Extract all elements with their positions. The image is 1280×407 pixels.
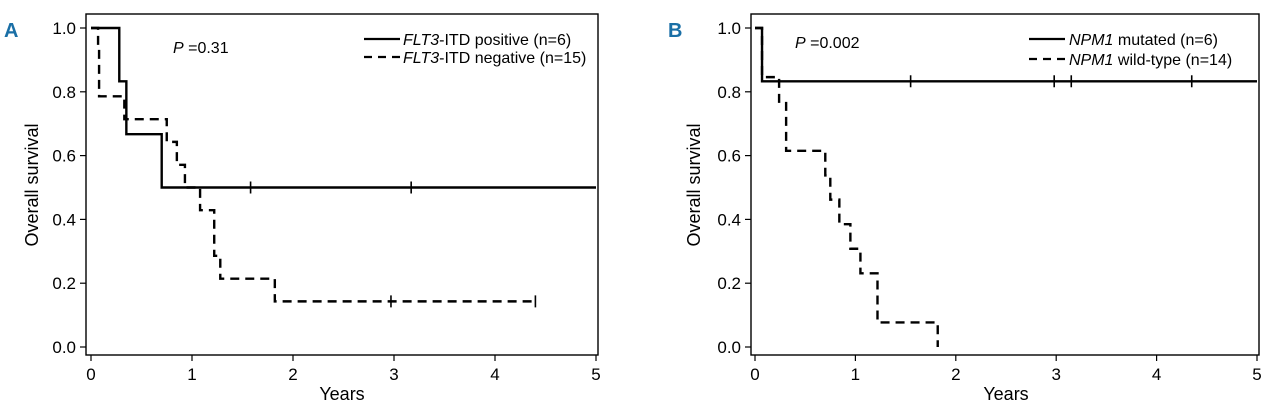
panel-b-y-tick-label-5: 1.0 [717, 19, 741, 38]
panel-a-x-tick-label-0: 0 [86, 365, 95, 384]
panel-a-series-1-curve [91, 26, 536, 303]
panel-b: B Overall survival Years P =0.002 NPM1 m… [668, 13, 1262, 404]
panel-b-series-1-curve [755, 26, 939, 347]
panel-b-x-axis-title: Years [983, 384, 1028, 404]
panel-b-y-tick-label-2: 0.4 [717, 210, 741, 229]
panel-b-x-tick-label-2: 2 [951, 365, 960, 384]
panel-b-x-tick-label-1: 1 [851, 365, 860, 384]
panel-b-label: B [668, 20, 682, 42]
panel-a-x-tick-label-3: 3 [389, 365, 398, 384]
panel-b-y-tick-label-3: 0.6 [717, 147, 741, 166]
panel-a-x-tick-label-2: 2 [288, 365, 297, 384]
panel-b-x-tick-label-4: 4 [1152, 365, 1161, 384]
panel-b-legend-label-wildtype: NPM1 wild-type (n=14) [1069, 52, 1232, 69]
panel-a: A Overall survival Years P =0.31 FLT3-IT… [4, 13, 601, 404]
panel-b-y-tick-label-1: 0.2 [717, 274, 741, 293]
panel-b-p-value: P =0.002 [795, 35, 860, 52]
panel-a-series-0-curve [91, 26, 596, 189]
panel-a-x-tick-label-1: 1 [187, 365, 196, 384]
panel-a-y-tick-label-3: 0.6 [52, 147, 76, 166]
panel-a-legend: FLT3-ITD positive (n=6) FLT3-ITD negativ… [364, 32, 586, 67]
panel-b-x-tick-label-5: 5 [1252, 365, 1261, 384]
panel-a-y-tick-label-1: 0.2 [52, 274, 76, 293]
panel-b-x-tick-label-0: 0 [750, 365, 759, 384]
panel-a-x-tick-label-5: 5 [591, 365, 600, 384]
panel-b-legend: NPM1 mutated (n=6) NPM1 wild-type (n=14) [1029, 32, 1232, 69]
panel-a-y-tick-label-4: 0.8 [52, 83, 76, 102]
panel-a-legend-label-negative: FLT3-ITD negative (n=15) [403, 50, 586, 67]
panel-a-y-tick-label-5: 1.0 [52, 19, 76, 38]
panel-b-y-tick-label-4: 0.8 [717, 83, 741, 102]
panel-a-p-value: P =0.31 [173, 40, 229, 57]
panel-b-y-tick-label-0: 0.0 [717, 338, 741, 357]
panel-a-y-tick-label-0: 0.0 [52, 338, 76, 357]
panel-a-x-axis-title: Years [319, 384, 364, 404]
panel-a-plot-frame [85, 13, 599, 356]
panel-b-plot-frame [750, 13, 1260, 356]
panel-a-x-tick-label-4: 4 [490, 365, 499, 384]
panel-b-x-tick-label-3: 3 [1051, 365, 1060, 384]
panel-b-legend-label-mutated: NPM1 mutated (n=6) [1069, 32, 1218, 49]
panel-a-y-tick-label-2: 0.4 [52, 210, 76, 229]
panel-b-y-axis-title: Overall survival [684, 123, 704, 246]
panel-a-legend-label-positive: FLT3-ITD positive (n=6) [403, 32, 571, 49]
panel-a-label: A [4, 20, 18, 42]
panel-a-y-axis-title: Overall survival [22, 123, 42, 246]
